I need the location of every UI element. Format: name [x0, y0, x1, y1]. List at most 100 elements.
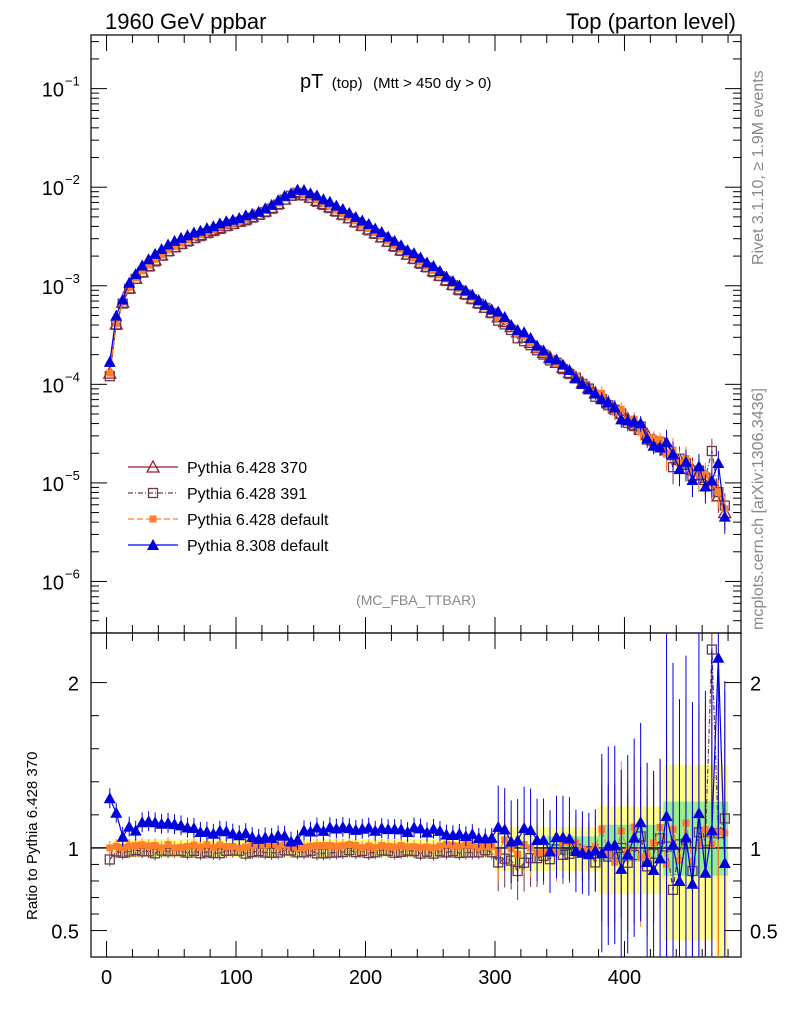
marker-p8	[550, 353, 563, 365]
marker-p8	[621, 848, 634, 860]
ratio-ylabel: Ratio to Pythia 6.428 370	[24, 752, 41, 920]
marker-pdef	[468, 841, 476, 849]
legend-label-p370: Pythia 6.428 370	[187, 460, 307, 477]
marker-p8	[421, 826, 434, 838]
marker-p8	[518, 326, 531, 338]
marker-pdef	[637, 428, 645, 436]
marker-pdef	[384, 842, 392, 850]
marker-p8	[395, 823, 408, 835]
marker-p8	[116, 830, 129, 842]
marker-pdef	[112, 320, 120, 328]
marker-p8	[453, 827, 466, 839]
marker-p391	[706, 445, 718, 457]
marker-pdef	[358, 844, 366, 852]
marker-p8	[382, 230, 395, 242]
marker-p8	[692, 807, 705, 819]
marker-p8	[123, 820, 136, 832]
marker-p391	[104, 854, 115, 865]
marker-pdef	[216, 841, 224, 849]
y-tick-label: 10	[42, 572, 64, 594]
marker-pdef	[145, 842, 153, 850]
marker-pdef	[164, 841, 172, 849]
x-tick-label: 200	[349, 967, 382, 989]
marker-p8	[485, 831, 498, 843]
marker-pdef	[417, 843, 425, 851]
marker-p8	[369, 222, 382, 234]
marker-p8	[129, 268, 142, 280]
marker-pdef	[106, 369, 114, 377]
legend: Pythia 6.428 370 Pythia 6.428 391 Pythia 6…	[128, 459, 329, 555]
marker-p8	[233, 212, 246, 224]
marker-p8	[162, 238, 175, 250]
marker-pdef	[391, 843, 399, 851]
marker-pdef	[158, 844, 166, 852]
marker-p8	[654, 441, 667, 453]
marker-pdef	[313, 842, 321, 850]
marker-p8	[563, 832, 576, 844]
marker-pdef	[436, 842, 444, 850]
marker-p8	[123, 276, 136, 288]
marker-p8	[531, 339, 544, 351]
marker-pdef	[656, 436, 664, 444]
marker-pdef	[119, 843, 127, 851]
marker-p8	[718, 856, 731, 868]
marker-pdef	[326, 842, 334, 850]
marker-p8	[323, 195, 336, 207]
marker-p8	[297, 184, 310, 196]
marker-p8	[589, 844, 602, 856]
marker-p8	[317, 824, 330, 836]
x-tick-label: 300	[478, 967, 511, 989]
marker-p8	[569, 372, 582, 384]
marker-p8	[686, 473, 699, 485]
marker-p8	[524, 332, 537, 344]
marker-p8	[304, 825, 317, 837]
marker-p8	[705, 474, 718, 486]
marker-p8	[544, 845, 557, 857]
marker-p8	[278, 829, 291, 841]
plot-title-sub1: (top)	[332, 75, 363, 92]
marker-p8	[498, 823, 511, 835]
marker-p8	[537, 344, 550, 356]
marker-pdef	[449, 841, 457, 849]
header-right: Top (parton level)	[566, 9, 736, 34]
marker-p8	[388, 234, 401, 246]
marker-pdef	[378, 842, 386, 850]
marker-p8	[433, 265, 446, 277]
marker-p8	[285, 187, 298, 199]
marker-pdef	[423, 843, 431, 851]
y-tick-label: 10	[42, 277, 64, 299]
x-tick-label: 100	[219, 967, 252, 989]
y-tick-label: 10	[42, 178, 64, 200]
marker-p8	[595, 847, 608, 859]
marker-pdef	[306, 842, 314, 850]
marker-pdef	[319, 842, 327, 850]
marker-p8	[401, 826, 414, 838]
marker-p8	[446, 275, 459, 287]
marker-pdef	[404, 843, 412, 851]
marker-p8	[414, 251, 427, 263]
marker-pdef	[352, 842, 360, 850]
marker-p8	[608, 401, 621, 413]
marker-pdef	[149, 515, 157, 523]
marker-p8	[207, 827, 220, 839]
marker-p8	[155, 243, 168, 255]
marker-p8	[304, 187, 317, 199]
marker-p8	[395, 239, 408, 251]
marker-p8	[459, 284, 472, 296]
marker-p8	[168, 234, 181, 246]
y-tick-exponent: −3	[65, 271, 80, 286]
ratio-y-tick-label: 2	[68, 674, 79, 696]
marker-p8	[511, 834, 524, 846]
ratio-y-tick-label-right: 2	[750, 674, 761, 696]
marker-p8	[712, 457, 725, 469]
marker-p8	[116, 293, 129, 305]
marker-p8	[563, 364, 576, 376]
marker-p8	[673, 463, 686, 475]
y-tick-label: 10	[42, 80, 64, 102]
marker-pdef	[300, 843, 308, 851]
marker-p8	[414, 822, 427, 834]
ratio-line-p391	[109, 649, 726, 890]
marker-p8	[582, 848, 595, 860]
marker-p8	[498, 311, 511, 323]
marker-p8	[110, 309, 123, 321]
